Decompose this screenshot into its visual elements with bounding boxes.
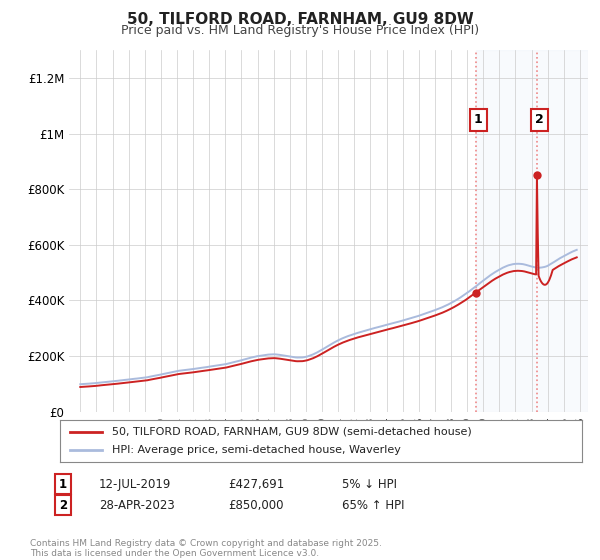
Text: 2: 2 — [59, 498, 67, 512]
Text: 28-APR-2023: 28-APR-2023 — [99, 498, 175, 512]
Text: £427,691: £427,691 — [228, 478, 284, 491]
Text: £850,000: £850,000 — [228, 498, 284, 512]
Text: 50, TILFORD ROAD, FARNHAM, GU9 8DW: 50, TILFORD ROAD, FARNHAM, GU9 8DW — [127, 12, 473, 27]
Text: 65% ↑ HPI: 65% ↑ HPI — [342, 498, 404, 512]
Text: Price paid vs. HM Land Registry's House Price Index (HPI): Price paid vs. HM Land Registry's House … — [121, 24, 479, 36]
Text: HPI: Average price, semi-detached house, Waverley: HPI: Average price, semi-detached house,… — [112, 445, 401, 455]
Text: Contains HM Land Registry data © Crown copyright and database right 2025.
This d: Contains HM Land Registry data © Crown c… — [30, 539, 382, 558]
Bar — [476, 50, 588, 412]
Text: 50, TILFORD ROAD, FARNHAM, GU9 8DW (semi-detached house): 50, TILFORD ROAD, FARNHAM, GU9 8DW (semi… — [112, 427, 472, 437]
Text: 1: 1 — [474, 113, 483, 127]
Text: 5% ↓ HPI: 5% ↓ HPI — [342, 478, 397, 491]
Text: 12-JUL-2019: 12-JUL-2019 — [99, 478, 172, 491]
Text: 2: 2 — [535, 113, 544, 127]
Text: 1: 1 — [59, 478, 67, 491]
